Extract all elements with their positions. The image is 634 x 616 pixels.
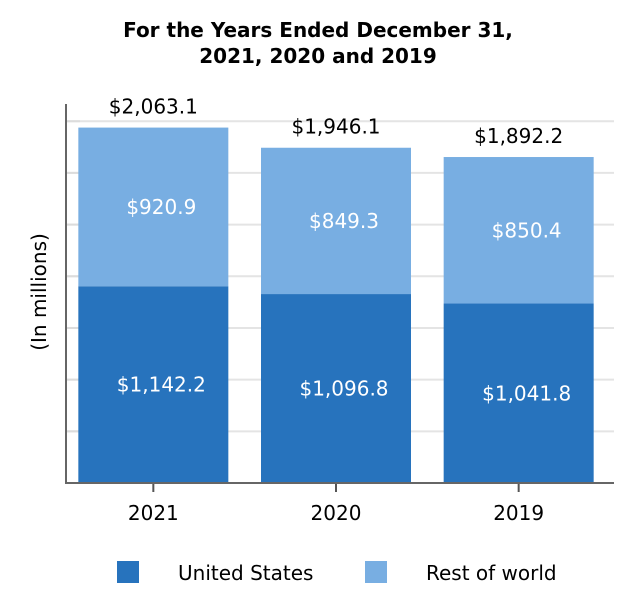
total-value-label: $1,892.2	[474, 124, 563, 148]
bar-segment-united-states-2020	[261, 294, 411, 483]
legend-swatch-united-states	[117, 561, 139, 583]
segment-value-label: $849.3	[309, 209, 379, 233]
segment-value-label: $920.9	[126, 195, 196, 219]
legend-swatch-rest-of-world	[365, 561, 387, 583]
segment-value-label: $1,096.8	[299, 377, 388, 401]
segment-value-label: $850.4	[492, 218, 562, 242]
total-value-label: $1,946.1	[291, 115, 380, 139]
x-tick-label: 2020	[311, 501, 362, 525]
bar-segment-rest-of-world-2020	[261, 147, 411, 295]
bars	[78, 127, 594, 483]
legend-label-united-states: United States	[178, 561, 313, 585]
axes: 2021 2020 2019	[65, 104, 614, 525]
chart-title-line-1: For the Years Ended December 31,	[123, 18, 513, 42]
legend-label-rest-of-world: Rest of world	[426, 561, 557, 585]
bar-segment-united-states-2019	[443, 303, 594, 483]
y-axis-label: (In millions)	[27, 233, 51, 351]
data-labels: $1,142.2 $920.9 $2,063.1 $1,096.8 $849.3 $1,9…	[109, 95, 571, 406]
total-value-label: $2,063.1	[109, 95, 198, 119]
bar-segment-rest-of-world-2021	[78, 127, 229, 287]
x-tick-label: 2019	[493, 501, 544, 525]
segment-value-label: $1,142.2	[117, 373, 206, 397]
segment-value-label: $1,041.8	[482, 381, 571, 405]
chart-title-line-2: 2021, 2020 and 2019	[199, 44, 437, 68]
legend: United States Rest of world	[117, 561, 557, 585]
x-tick-label: 2021	[128, 501, 179, 525]
bar-segment-united-states-2021	[78, 286, 229, 483]
bar-segment-rest-of-world-2019	[443, 157, 594, 304]
